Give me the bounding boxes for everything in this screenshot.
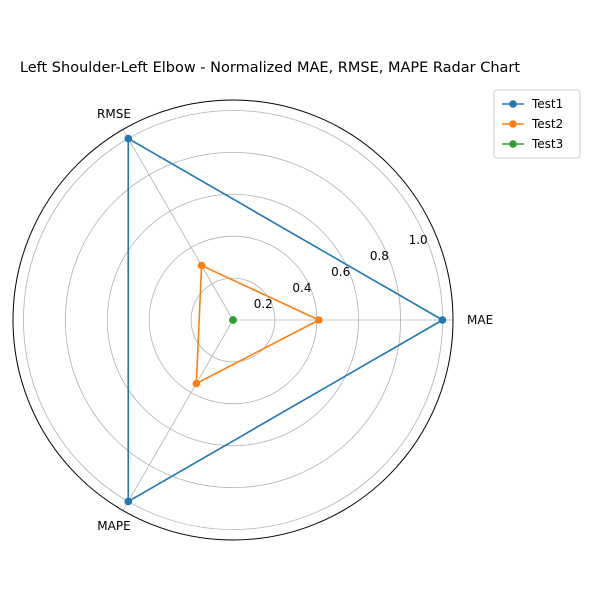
legend-swatch-marker	[509, 120, 517, 128]
radial-tick-label: 0.4	[292, 281, 311, 295]
legend-swatch-marker	[509, 140, 517, 148]
axis-label: MAPE	[97, 519, 130, 533]
legend-entry-label: Test3	[531, 137, 563, 151]
data-point	[438, 316, 447, 324]
grid-spoke	[122, 319, 234, 511]
data-point	[192, 379, 201, 388]
legend-entry-label: Test2	[531, 117, 563, 131]
data-point	[229, 316, 237, 324]
axis-label: RMSE	[97, 107, 131, 121]
radial-tick-label: 0.8	[370, 249, 389, 263]
series-layer	[124, 134, 447, 506]
grid-layer	[12, 99, 454, 541]
data-point	[124, 497, 133, 506]
data-point	[124, 134, 133, 143]
legend: Test1 Test2 Test3	[493, 89, 581, 159]
series-line-test1	[127, 137, 443, 503]
data-point	[315, 316, 323, 324]
radial-tick-label: 0.6	[331, 265, 350, 279]
data-point	[197, 261, 206, 270]
grid-spoke	[122, 129, 234, 321]
outer-frame	[12, 99, 454, 541]
legend-entry-label: Test1	[531, 97, 563, 111]
radial-tick-label: 1.0	[409, 233, 428, 247]
legend-swatch-marker	[509, 100, 517, 108]
radial-tick-label: 0.2	[254, 297, 273, 311]
series-line-test2	[195, 264, 320, 385]
legend-box	[493, 89, 581, 159]
label-layer: 0.2 0.4 0.6 0.8 1.0 MAE RMSE MAPE	[97, 107, 493, 533]
chart-title: Left Shoulder-Left Elbow - Normalized MA…	[20, 60, 520, 76]
axis-label: MAE	[467, 313, 493, 327]
